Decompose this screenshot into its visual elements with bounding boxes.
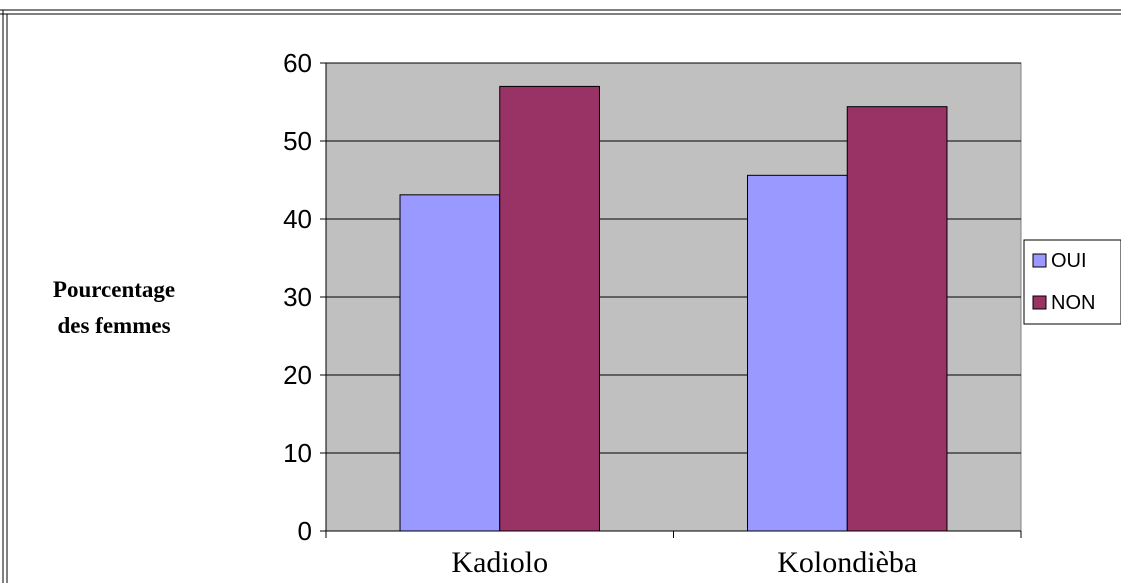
bar-oui-1	[399, 194, 501, 532]
y-axis-label: Pourcentage des femmes	[14, 272, 214, 344]
bar-non-1	[499, 85, 600, 532]
y-tick-label: 50	[283, 126, 312, 156]
y-tick-label: 60	[283, 48, 312, 78]
bar-oui-2	[747, 174, 848, 532]
y-tick-label: 0	[298, 516, 312, 546]
legend-swatch-non	[1032, 295, 1047, 310]
y-axis-label-line-2: des femmes	[57, 313, 171, 338]
x-tick-label: Kolondièba	[777, 546, 917, 579]
y-tick-label: 40	[283, 204, 312, 234]
y-axis-label-line-1: Pourcentage	[52, 277, 176, 302]
legend-label-non: NON	[1051, 292, 1095, 314]
y-tick-label: 30	[283, 282, 312, 312]
y-tick-label: 10	[283, 438, 312, 468]
y-tick-label: 20	[283, 360, 312, 390]
legend-label-oui: OUI	[1051, 250, 1087, 272]
bar-non-2	[846, 106, 948, 532]
x-tick-label: Kadiolo	[451, 546, 548, 579]
legend-swatch-oui	[1032, 253, 1047, 268]
